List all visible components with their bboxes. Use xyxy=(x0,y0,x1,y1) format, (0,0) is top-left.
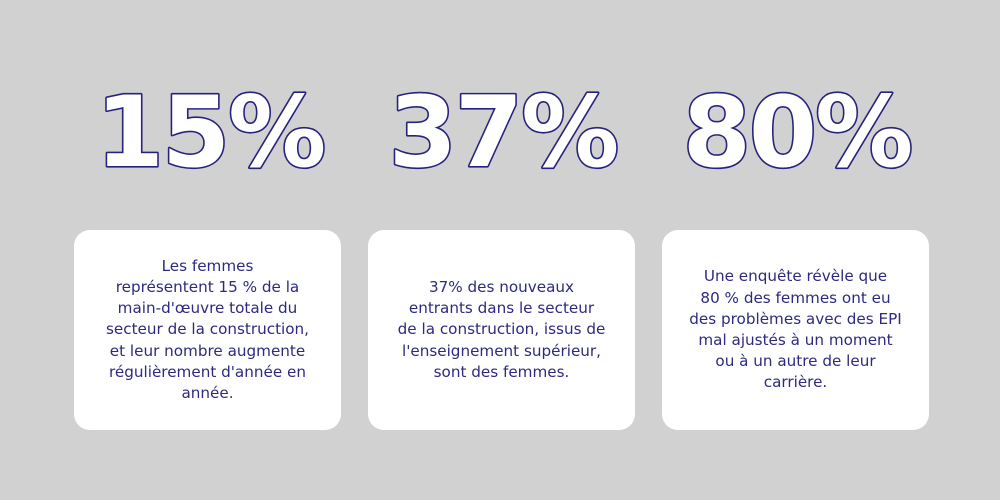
stat-value-1-text: 15% xyxy=(96,76,325,190)
stat-card-3-text: Une enquête révèle que 80 % des femmes o… xyxy=(689,267,902,392)
stat-value-2: 37% xyxy=(353,74,653,191)
stat-value-3-text: 80% xyxy=(683,76,912,190)
stat-value-2-text: 37% xyxy=(389,76,618,190)
stat-value-1: 15% xyxy=(60,74,360,191)
stat-value-3: 80% xyxy=(647,74,947,191)
stat-card-1-text: Les femmes représentent 15 % de la main-… xyxy=(105,256,310,402)
stat-card-1: Les femmes représentent 15 % de la main-… xyxy=(74,230,341,430)
stat-card-2-text: 37% des nouveaux entrants dans le secteu… xyxy=(397,277,606,381)
stat-card-2: 37% des nouveaux entrants dans le secteu… xyxy=(368,230,635,430)
stat-card-3: Une enquête révèle que 80 % des femmes o… xyxy=(662,230,929,430)
